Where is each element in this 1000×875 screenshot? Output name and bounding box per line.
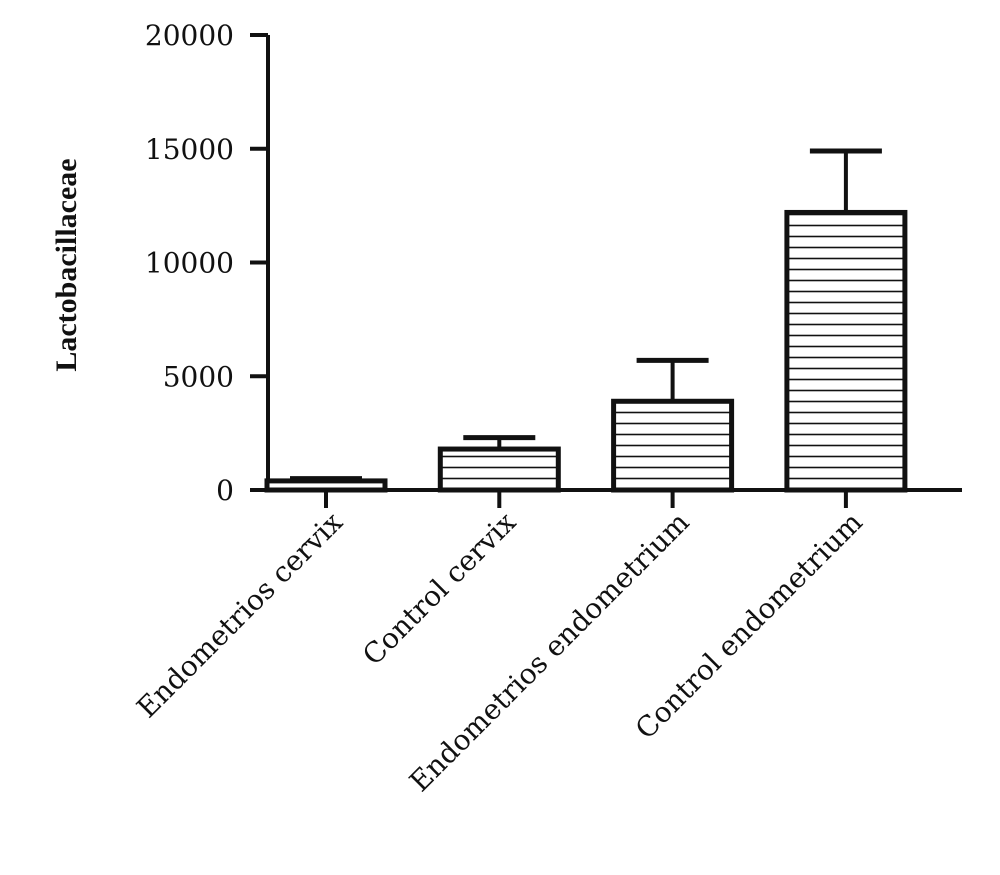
y-axis-label: Lactobacillaceae	[50, 158, 83, 371]
y-tick-label: 5000	[163, 360, 234, 393]
y-tick-label: 10000	[145, 247, 234, 280]
bars	[264, 148, 908, 493]
y-tick-label: 0	[216, 474, 234, 507]
bar	[264, 478, 388, 493]
y-ticks: 0 5000 10000 15000 20000	[145, 19, 268, 507]
x-tick-labels: Endometrios cervix Control cervixEndometr…	[130, 490, 869, 798]
y-tick-label: 15000	[145, 133, 234, 166]
x-tick-label: Endometrios cervix	[130, 505, 349, 724]
bar	[437, 446, 561, 493]
bar	[611, 398, 735, 493]
y-tick-label: 20000	[145, 19, 234, 52]
x-tick-label: Control cervix	[356, 505, 522, 671]
bar	[784, 209, 908, 493]
x-tick-label: Endometrios endometrium	[403, 506, 696, 799]
